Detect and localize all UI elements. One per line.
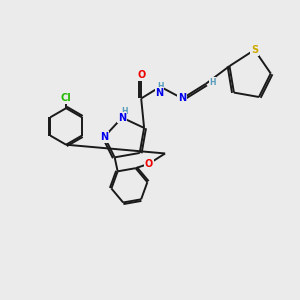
Text: N: N — [100, 132, 108, 142]
Text: H: H — [157, 82, 164, 91]
Text: N: N — [118, 112, 126, 123]
Text: S: S — [251, 45, 258, 55]
Text: O: O — [137, 70, 145, 80]
Text: N: N — [178, 94, 186, 103]
Text: Cl: Cl — [61, 93, 71, 103]
Text: O: O — [145, 159, 153, 169]
Text: N: N — [155, 88, 164, 98]
Text: H: H — [209, 78, 216, 87]
Text: H: H — [121, 106, 127, 116]
